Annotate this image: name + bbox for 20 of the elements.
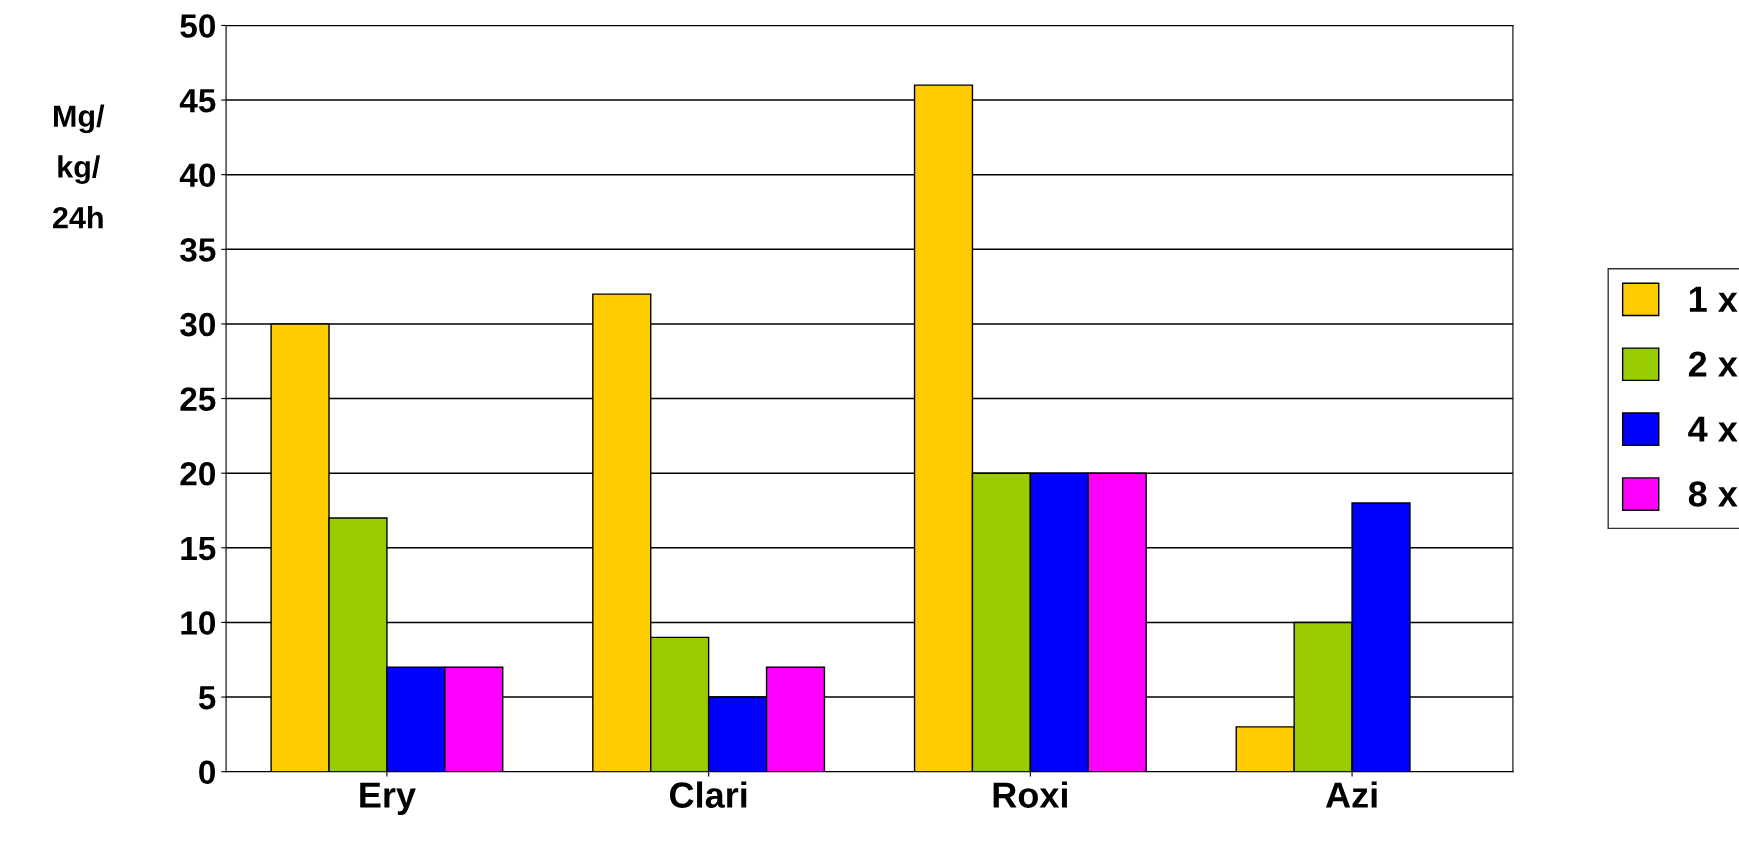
x-tick-label: Azi (1325, 781, 1377, 808)
y-tick-label: 30 (180, 312, 215, 337)
y-tick-label: 15 (181, 536, 216, 561)
y-tick-label: 35 (180, 238, 216, 262)
y-axis-title: Mg/ kg/ 24h (52, 104, 105, 229)
y-tick-label: 50 (180, 14, 215, 38)
y-tick-label: 25 (180, 387, 216, 411)
legend-label: 2 x (1688, 351, 1738, 377)
x-tick-label: Roxi (993, 781, 1067, 808)
x-tick-label: Clari (669, 781, 747, 808)
y-tick-label: 20 (180, 461, 215, 486)
y-tick-label: 45 (179, 89, 216, 113)
legend-label: 8 x (1688, 481, 1738, 507)
legend-label: 1 x (1689, 286, 1738, 312)
y-tick-label: 10 (181, 611, 215, 635)
y-tick-label: 40 (179, 163, 215, 188)
x-tick-label: Ery (360, 782, 416, 816)
y-tick-label: 5 (198, 686, 216, 710)
y-tick-label: 0 (199, 760, 215, 785)
legend-label: 4 x (1688, 416, 1738, 442)
